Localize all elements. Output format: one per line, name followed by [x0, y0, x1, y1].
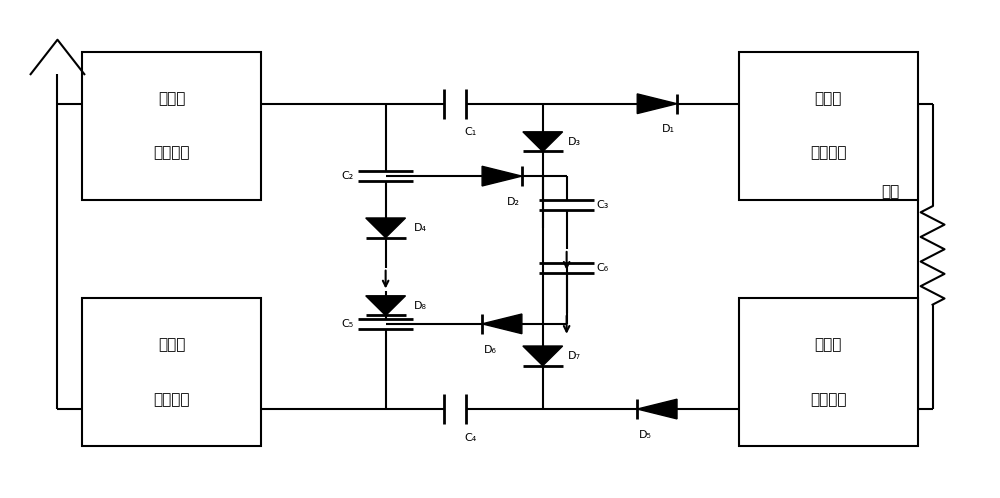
Polygon shape: [366, 218, 406, 238]
Text: 负载: 负载: [882, 184, 900, 199]
Bar: [82, 52, 261, 200]
Text: D₇: D₇: [568, 351, 581, 361]
Polygon shape: [523, 132, 563, 151]
Text: 高频段: 高频段: [158, 91, 186, 106]
Text: 谐波抑制: 谐波抑制: [810, 145, 846, 160]
Bar: [739, 298, 918, 446]
Text: C₃: C₃: [596, 200, 609, 210]
Text: C₂: C₂: [341, 171, 353, 181]
Polygon shape: [637, 399, 677, 419]
Text: D₅: D₅: [639, 430, 652, 440]
Bar: [739, 52, 918, 200]
Text: 低频段: 低频段: [814, 338, 842, 353]
Polygon shape: [482, 314, 522, 334]
Text: C₆: C₆: [596, 263, 609, 273]
Polygon shape: [637, 94, 677, 114]
Text: D₆: D₆: [484, 345, 497, 355]
Text: C₅: C₅: [341, 319, 353, 329]
Text: 低频段: 低频段: [158, 338, 186, 353]
Text: C₁: C₁: [464, 127, 476, 137]
Text: D₁: D₁: [662, 124, 675, 134]
Polygon shape: [523, 346, 563, 366]
Text: D₃: D₃: [568, 136, 581, 146]
Text: D₂: D₂: [507, 197, 520, 207]
Text: 谐波抑制: 谐波抑制: [810, 392, 846, 407]
Text: C₄: C₄: [464, 433, 476, 443]
Text: D₄: D₄: [413, 223, 426, 233]
Text: D₈: D₈: [413, 301, 426, 311]
Polygon shape: [482, 166, 522, 186]
Text: 匹配网络: 匹配网络: [154, 392, 190, 407]
Text: 高频段: 高频段: [814, 91, 842, 106]
Bar: [82, 298, 261, 446]
Text: 匹配网络: 匹配网络: [154, 145, 190, 160]
Polygon shape: [366, 296, 406, 315]
